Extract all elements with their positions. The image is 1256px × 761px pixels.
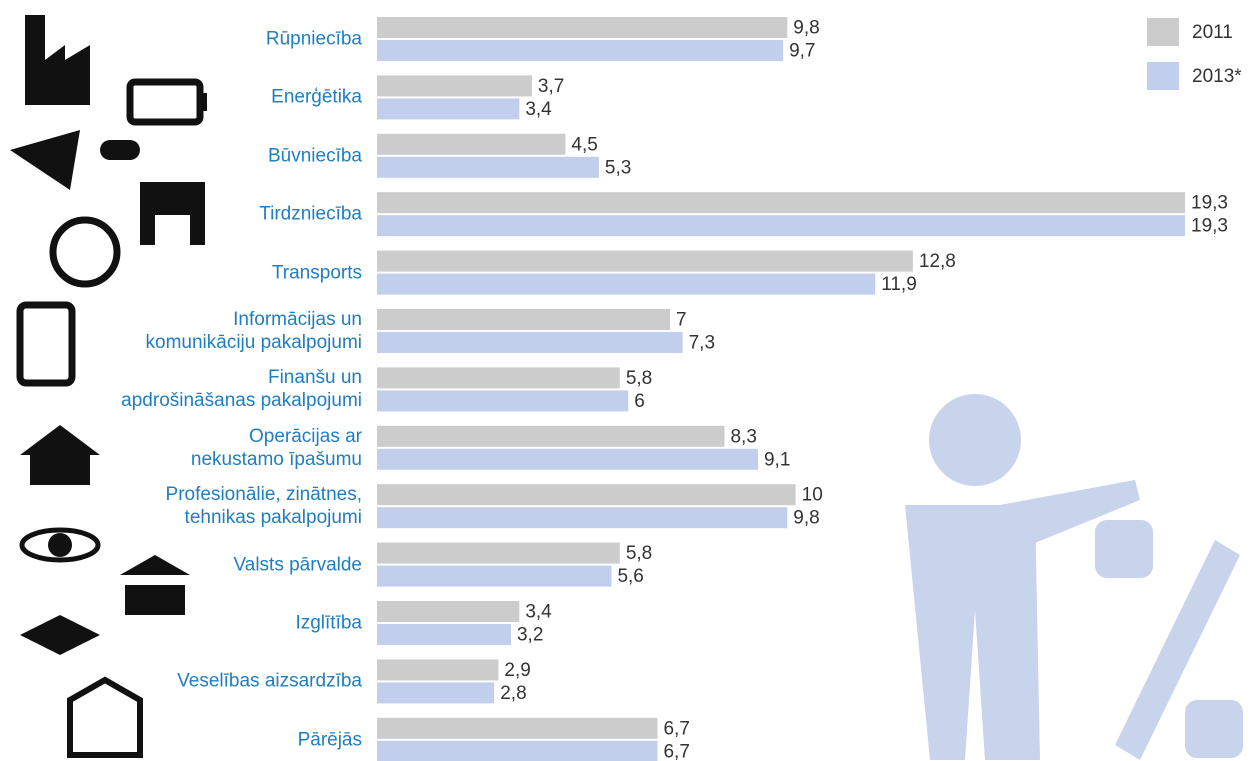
legend-swatch bbox=[1147, 18, 1179, 46]
value-label: 5,3 bbox=[605, 157, 631, 178]
value-label: 5,6 bbox=[617, 566, 643, 587]
value-label: 9,8 bbox=[793, 508, 819, 529]
category-label: Tirdzniecība bbox=[259, 203, 362, 225]
bar bbox=[377, 192, 1185, 214]
value-label: 6,7 bbox=[663, 718, 689, 739]
value-label: 4,5 bbox=[571, 134, 597, 155]
value-label: 11,9 bbox=[881, 274, 917, 295]
bar bbox=[377, 425, 725, 447]
bar bbox=[377, 484, 796, 506]
bar bbox=[377, 542, 620, 564]
bar bbox=[377, 367, 620, 389]
bar bbox=[377, 215, 1185, 237]
value-label: 3,2 bbox=[517, 625, 543, 646]
bar bbox=[377, 309, 671, 330]
legend-label: 2013* bbox=[1192, 66, 1242, 87]
legend-swatch bbox=[1147, 62, 1179, 90]
value-label: 5,8 bbox=[626, 543, 652, 564]
bar bbox=[377, 659, 499, 681]
value-label: 6,7 bbox=[663, 741, 689, 761]
category-label: Profesionālie, zinātnes, tehnikas pakalp… bbox=[165, 484, 362, 529]
bar bbox=[377, 17, 788, 38]
category-label: Valsts pārvalde bbox=[233, 554, 363, 576]
value-label: 9,1 bbox=[764, 449, 790, 470]
category-label: Veselības aizsardzība bbox=[177, 670, 362, 692]
value-label: 7 bbox=[676, 310, 687, 331]
bar bbox=[377, 390, 629, 412]
category-label: Transports bbox=[271, 262, 362, 284]
category-label: Rūpniecība bbox=[265, 28, 362, 50]
bar bbox=[377, 75, 532, 97]
value-label: 9,8 bbox=[793, 18, 819, 39]
value-label: 7,3 bbox=[689, 333, 715, 354]
category-label: Būvniecība bbox=[267, 145, 362, 167]
bar bbox=[377, 250, 913, 272]
category-label: Operācijas ar nekustamo īpašumu bbox=[190, 425, 362, 470]
bar bbox=[377, 133, 566, 155]
value-label: 2,9 bbox=[504, 660, 530, 681]
value-label: 12,8 bbox=[919, 251, 956, 272]
bar bbox=[377, 624, 511, 645]
value-label: 19,3 bbox=[1191, 193, 1228, 214]
value-label: 3,4 bbox=[525, 602, 552, 623]
value-label: 3,4 bbox=[525, 99, 552, 120]
bar bbox=[377, 332, 683, 353]
category-label: Enerģētika bbox=[271, 86, 362, 108]
bar bbox=[377, 40, 784, 61]
bar bbox=[377, 717, 658, 739]
bar bbox=[377, 601, 520, 622]
legend-label: 2011 bbox=[1192, 22, 1233, 43]
bar bbox=[377, 273, 876, 295]
icons bbox=[10, 15, 207, 758]
value-label: 19,3 bbox=[1191, 216, 1228, 237]
bar bbox=[377, 565, 612, 587]
category-label: Finanšu un apdrošināšanas pakalpojumi bbox=[121, 367, 362, 412]
bar bbox=[377, 448, 758, 470]
category-label: Pārējās bbox=[297, 729, 362, 751]
value-label: 9,7 bbox=[789, 41, 815, 62]
value-label: 8,3 bbox=[730, 426, 756, 447]
value-label: 3,7 bbox=[538, 76, 564, 97]
bar bbox=[377, 156, 599, 178]
value-label: 2,8 bbox=[500, 683, 526, 704]
category-label: Informācijas un komunikāciju pakalpojumi bbox=[145, 309, 363, 353]
category-label: Izglītība bbox=[295, 612, 362, 634]
bar bbox=[377, 682, 495, 704]
value-label: 10 bbox=[802, 485, 823, 506]
bar bbox=[377, 507, 788, 529]
bar bbox=[377, 740, 658, 761]
decoration bbox=[905, 394, 1243, 760]
value-label: 5,8 bbox=[626, 368, 652, 389]
bar bbox=[377, 98, 520, 120]
value-label: 6 bbox=[634, 391, 645, 412]
